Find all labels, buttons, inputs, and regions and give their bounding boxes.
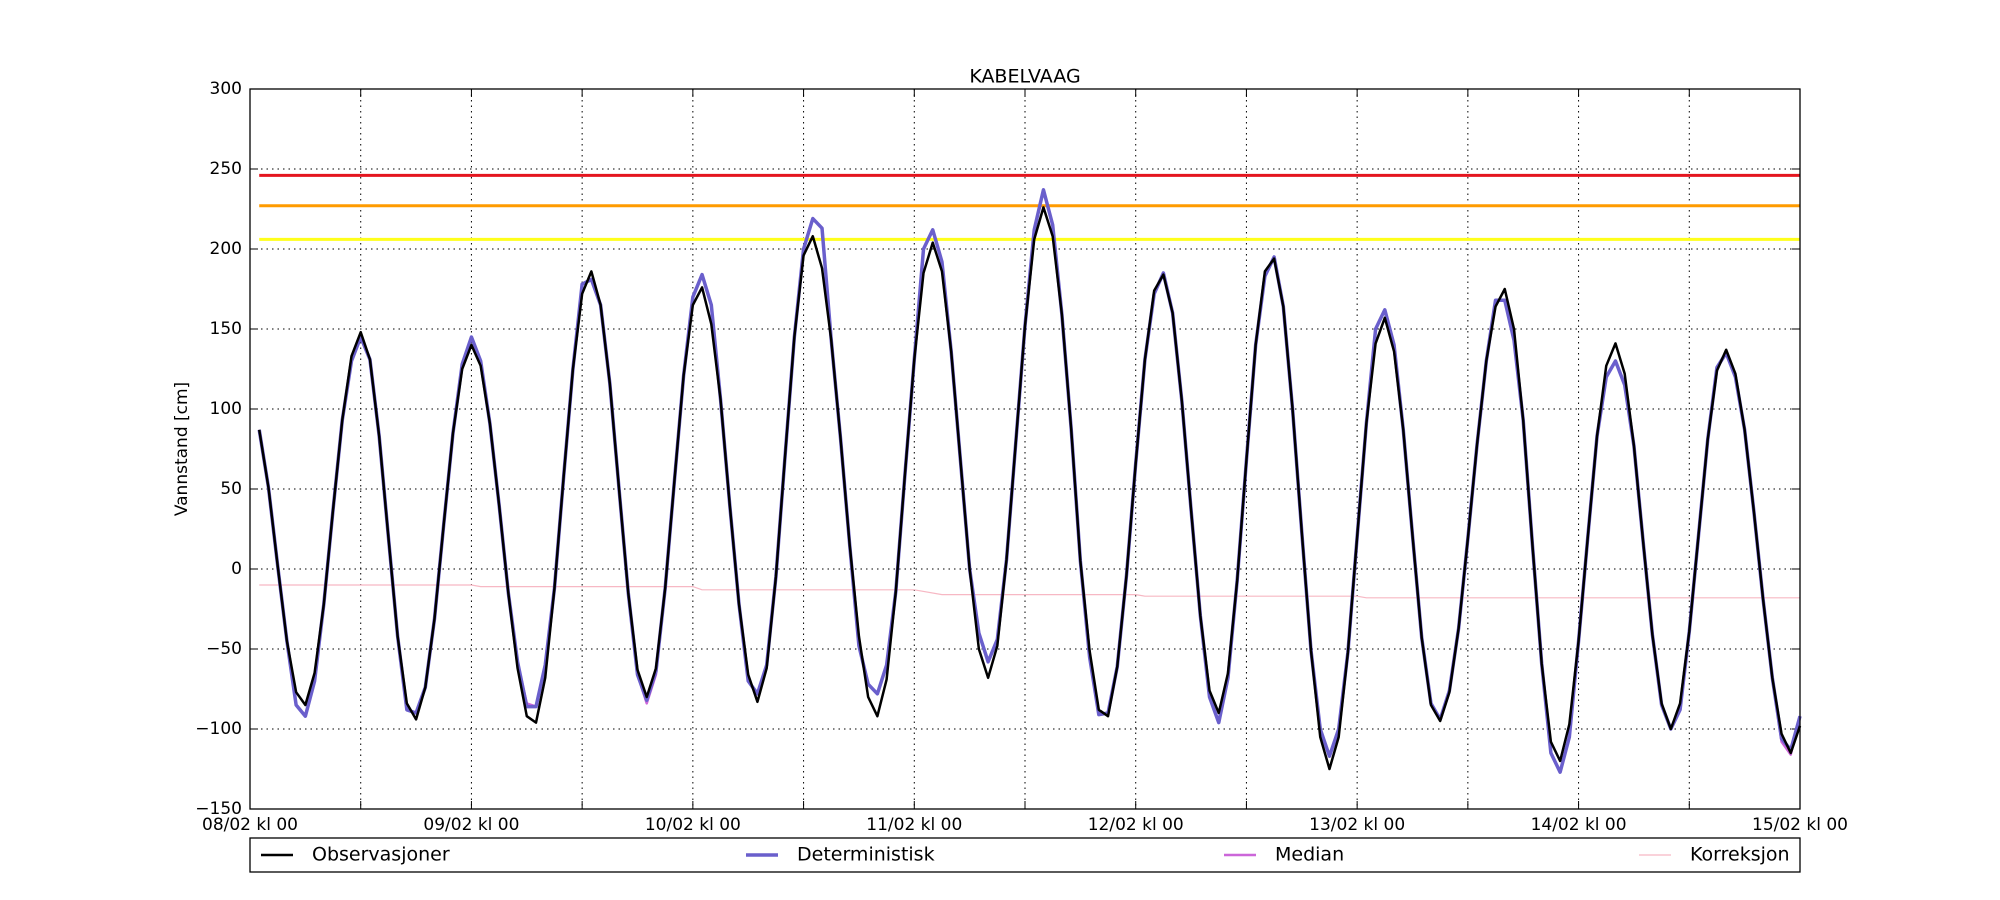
x-tick-label: 14/02 kl 00	[1531, 815, 1627, 835]
y-tick-label: 250	[210, 159, 242, 179]
y-tick-label: 150	[210, 319, 242, 339]
x-tick-label: 13/02 kl 00	[1309, 815, 1405, 835]
y-tick-label: 300	[210, 79, 242, 99]
y-tick-label: 200	[210, 239, 242, 259]
y-tick-label: 0	[231, 559, 242, 579]
x-tick-label: 08/02 kl 00	[202, 815, 298, 835]
series-line	[257, 206, 1802, 771]
x-tick-label: 10/02 kl 00	[645, 815, 741, 835]
y-tick-label: −50	[206, 639, 242, 659]
y-axis-label: Vannstand [cm]	[172, 382, 192, 516]
plot-frame	[249, 88, 1801, 810]
y-tick-label: 100	[210, 399, 242, 419]
chart-title: KABELVAAG	[969, 66, 1080, 88]
legend-label: Median	[1275, 844, 1344, 866]
legend-label: Observasjoner	[312, 844, 450, 866]
x-tick-label: 15/02 kl 00	[1752, 815, 1848, 835]
y-tick-label: 50	[220, 479, 242, 499]
y-tick-label: −150	[195, 799, 242, 819]
series-line	[259, 584, 1800, 599]
legend-box	[249, 837, 1801, 873]
legend-label: Deterministisk	[797, 844, 935, 866]
x-tick-label: 09/02 kl 00	[423, 815, 519, 835]
x-tick-label: 12/02 kl 00	[1088, 815, 1184, 835]
y-tick-label: −100	[195, 719, 242, 739]
legend-label: Korreksjon	[1690, 844, 1790, 866]
x-tick-label: 11/02 kl 00	[866, 815, 962, 835]
